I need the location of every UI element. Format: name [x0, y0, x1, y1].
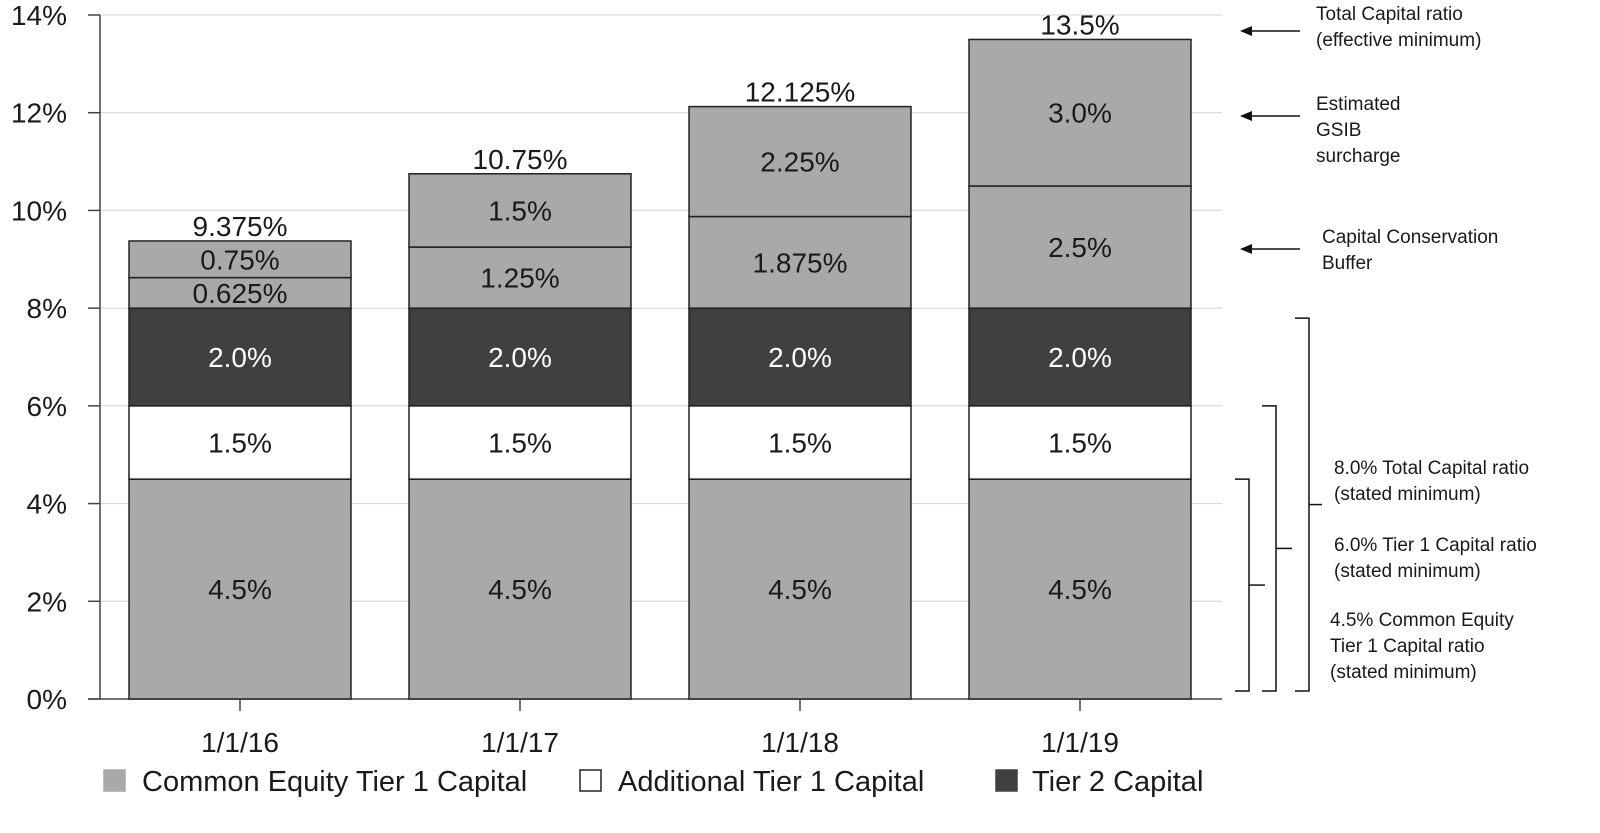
bar-segment: [688, 478, 912, 700]
y-tick-label: 6%: [27, 391, 67, 422]
x-tick-label: 1/1/16: [201, 727, 279, 758]
bar-segment-label: 4.5%: [488, 574, 552, 605]
bar-total-label: 12.125%: [745, 77, 856, 108]
bracket-annotation-text: (stated minimum): [1334, 561, 1481, 582]
bar-segment-label: 3.0%: [1048, 98, 1112, 129]
bracket-annotation-text: (stated minimum): [1330, 662, 1477, 683]
bracket-annotation-text: 8.0% Total Capital ratio: [1334, 458, 1529, 479]
annotation-text: Estimated: [1316, 94, 1400, 115]
annotation-text: (effective minimum): [1316, 30, 1481, 51]
y-tick-label: 12%: [11, 98, 67, 129]
y-tick-label: 14%: [11, 0, 67, 31]
bar-segment-label: 1.5%: [488, 428, 552, 459]
legend-label: Common Equity Tier 1 Capital: [142, 766, 527, 798]
bar-total-label: 9.375%: [193, 211, 288, 242]
x-tick-label: 1/1/17: [481, 727, 559, 758]
bar-segment-label: 0.625%: [193, 278, 288, 309]
bracket: [1295, 317, 1310, 692]
x-tick-label: 1/1/19: [1041, 727, 1119, 758]
bar-segment: [128, 240, 352, 279]
annotation-text: GSIB: [1316, 120, 1361, 141]
bar-segment: [688, 215, 912, 309]
bracket-annotation-text: 4.5% Common Equity: [1330, 610, 1514, 631]
y-tick-label: 2%: [27, 586, 67, 617]
legend-label: Tier 2 Capital: [1032, 766, 1203, 798]
bar-segment: [408, 173, 632, 248]
bar-segment: [968, 185, 1192, 309]
y-tick-label: 10%: [11, 195, 67, 226]
bar-segment-label: 4.5%: [1048, 574, 1112, 605]
bar-segment: [968, 38, 1192, 187]
bar-segment: [968, 478, 1192, 700]
bar-segment-label: 1.5%: [1048, 428, 1112, 459]
bar-segment-label: 0.75%: [200, 244, 279, 275]
bracket: [1235, 478, 1250, 692]
bar-segment-label: 4.5%: [208, 574, 272, 605]
annotation-arrowhead: [1240, 26, 1252, 36]
x-tick-label: 1/1/18: [761, 727, 839, 758]
bracket-annotation-text: 6.0% Tier 1 Capital ratio: [1334, 535, 1537, 556]
legend-swatch: [103, 769, 126, 792]
y-tick-label: 4%: [27, 489, 67, 520]
bar-segment: [408, 246, 632, 309]
bracket-annotation-text: Tier 1 Capital ratio: [1330, 636, 1485, 657]
y-tick-label: 8%: [27, 293, 67, 324]
bar-total-label: 10.75%: [473, 144, 568, 175]
bar-segment-label: 2.0%: [488, 342, 552, 373]
bar-segment: [128, 276, 352, 309]
bar-segment: [128, 478, 352, 700]
bar-segment-label: 2.0%: [768, 342, 832, 373]
bar-segment-label: 4.5%: [768, 574, 832, 605]
y-tick-label: 0%: [27, 684, 67, 715]
annotation-text: Buffer: [1322, 253, 1373, 274]
bar-total-label: 13.5%: [1040, 9, 1119, 40]
bar-segment: [968, 405, 1192, 480]
annotation-arrowhead: [1240, 111, 1252, 121]
bar-segment-label: 1.5%: [768, 428, 832, 459]
legend-swatch: [579, 769, 602, 792]
bar-segment: [128, 307, 352, 407]
bracket: [1262, 405, 1277, 692]
bar-segment: [688, 105, 912, 218]
bar-segment-label: 2.5%: [1048, 232, 1112, 263]
bar-segment-label: 2.0%: [1048, 342, 1112, 373]
bar-segment: [688, 307, 912, 407]
legend-label: Additional Tier 1 Capital: [618, 766, 924, 798]
bar-segment-label: 1.5%: [488, 195, 552, 226]
bar-segment-label: 1.5%: [208, 428, 272, 459]
annotation-text: Total Capital ratio: [1316, 4, 1463, 25]
bar-segment-label: 2.25%: [760, 147, 839, 178]
legend-swatch: [995, 769, 1018, 792]
bar-segment: [408, 307, 632, 407]
bar-segment: [688, 405, 912, 480]
bar-segment: [128, 405, 352, 480]
bar-segment-label: 1.25%: [480, 263, 559, 294]
annotation-text: Capital Conservation: [1322, 227, 1498, 248]
bar-segment-label: 2.0%: [208, 342, 272, 373]
bar-segment-label: 1.875%: [753, 247, 848, 278]
bar-segment: [408, 478, 632, 700]
annotation-arrowhead: [1240, 244, 1252, 254]
bar-segment: [968, 307, 1192, 407]
annotation-text: surcharge: [1316, 146, 1401, 167]
bar-segment: [408, 405, 632, 480]
bracket-annotation-text: (stated minimum): [1334, 484, 1481, 505]
